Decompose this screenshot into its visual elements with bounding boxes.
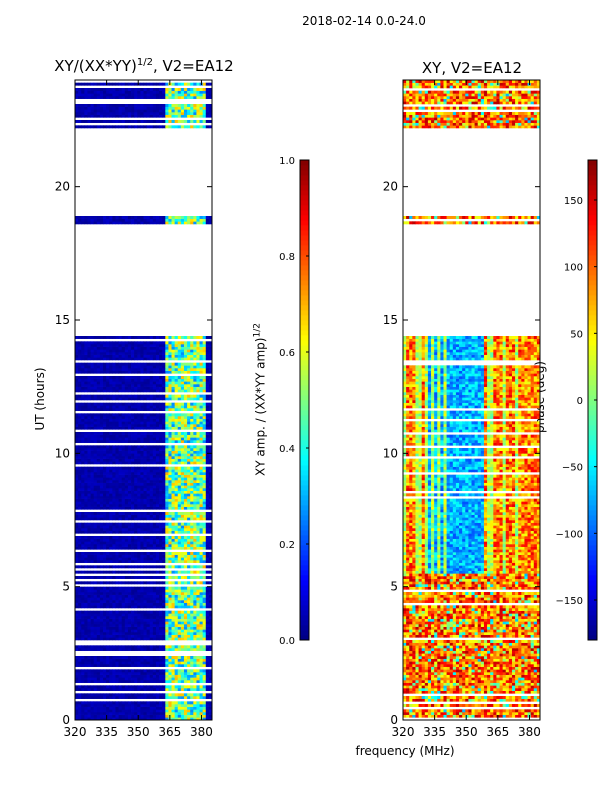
colorbar1-tick-label-3: 0.6	[279, 348, 295, 359]
colorbar2-tick-label-4: 50	[570, 329, 583, 340]
x-axis-label: frequency (MHz)	[355, 744, 455, 758]
colorbar2-tick-label-3: 0	[577, 396, 583, 407]
colorbar2-tick-label-0: −150	[556, 596, 583, 607]
panel1-frame	[74, 79, 213, 721]
colorbar1-tick-label-0: 0.0	[279, 636, 295, 647]
panel1-xtick-label-1: 335	[95, 725, 118, 739]
colorbar2-tick-label-6: 150	[564, 196, 583, 207]
panel1-ytick-label-2: 10	[55, 446, 70, 460]
panel1-xtick-label-3: 365	[158, 725, 181, 739]
panel1-xtick-label-4: 380	[190, 725, 213, 739]
panel1-xtick-label-0: 320	[64, 725, 87, 739]
panel2-ytick-label-4: 20	[383, 180, 398, 194]
colorbar2-tick-label-5: 100	[564, 263, 583, 274]
panel1-ytick-label-4: 20	[55, 180, 70, 194]
colorbar1-gradient	[300, 160, 309, 641]
panel2-xtick-label-0: 320	[392, 725, 415, 739]
panel1-title-main: XY/(XX*YY)	[54, 57, 137, 75]
colorbar1-tick-label-4: 0.8	[279, 252, 295, 263]
colorbar1-tick-label-2: 0.4	[279, 444, 295, 455]
colorbar2-gradient	[588, 160, 597, 641]
colorbar1-tick-label-5: 1.0	[279, 156, 295, 167]
panel2-ytick-label-1: 5	[390, 580, 398, 594]
panel2-xtick-label-4: 380	[518, 725, 541, 739]
colorbar1-tick-label-1: 0.2	[279, 540, 295, 551]
amp-heatmap	[75, 82, 213, 721]
panel1-ytick-label-3: 15	[55, 313, 70, 327]
figure-suptitle: 2018-02-14 0.0-24.0	[302, 14, 426, 28]
panel2-xtick-label-3: 365	[486, 725, 509, 739]
colorbar2-tick-label-2: −50	[562, 463, 583, 474]
panel1-title: XY/(XX*YY)1/2, V2=EA12	[40, 57, 248, 75]
panel2-ytick-label-0: 0	[390, 713, 398, 727]
panel2-xtick-label-1: 335	[423, 725, 446, 739]
colorbar2-tick-label-1: −100	[556, 529, 583, 540]
panel2-title: XY, V2=EA12	[421, 59, 523, 77]
panel2-ytick-label-2: 10	[383, 446, 398, 460]
panel2-frame	[402, 79, 541, 721]
panel2-ytick-label-3: 15	[383, 313, 398, 327]
colorbar1-frame	[299, 159, 310, 641]
phase-heatmap	[403, 80, 541, 718]
panel1-title-exponent: 1/2	[136, 57, 153, 68]
panel1-ytick-label-1: 5	[62, 580, 70, 594]
panel1-xtick-label-2: 350	[127, 725, 150, 739]
panel1-ytick-label-0: 0	[62, 713, 70, 727]
panel2-xtick-label-2: 350	[455, 725, 478, 739]
panel1-title-tail: , V2=EA12	[152, 57, 234, 75]
